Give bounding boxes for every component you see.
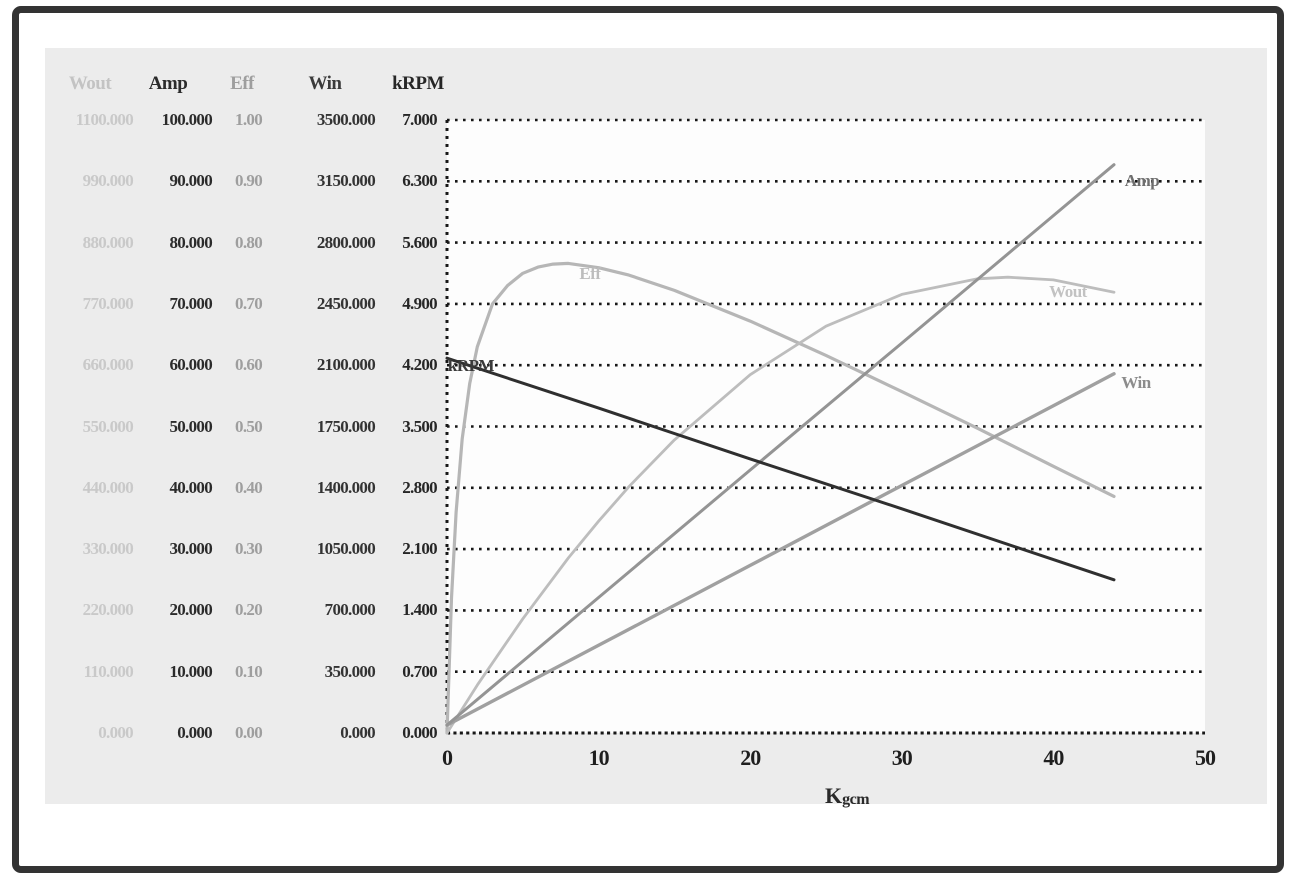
x-tick-label: 10: [588, 745, 610, 770]
axis-value-win: 3500.000: [316, 110, 376, 129]
curve-win: [445, 372, 1116, 727]
axis-value-krpm: 6.300: [402, 171, 437, 191]
curve-label-eff: Eff: [579, 264, 601, 283]
axis-value-win: 2100.000: [316, 355, 376, 375]
axis-value-win: 3150.000: [316, 171, 376, 191]
axis-value-eff: 0.10: [235, 661, 263, 681]
axis-value-amp: 50.000: [169, 416, 212, 436]
axis-value-eff: 0.40: [235, 477, 263, 497]
x-tick-label: 20: [740, 745, 761, 770]
axis-value-krpm: 0.000: [402, 723, 437, 742]
x-axis-title-main: K: [824, 783, 843, 808]
curve-amp: [445, 163, 1116, 727]
curve-label-amp: Amp: [1124, 171, 1160, 190]
axis-value-win: 1050.000: [316, 539, 376, 559]
axis-value-amp: 70.000: [169, 293, 212, 313]
axis-value-wout: 1100.000: [75, 110, 134, 129]
axis-value-win: 1750.000: [316, 416, 376, 436]
curve-eff: [445, 261, 1116, 735]
axis-value-krpm: 2.100: [402, 539, 437, 559]
axis-value-eff: 0.20: [235, 600, 263, 620]
x-tick-label: 40: [1043, 745, 1064, 770]
axis-value-wout: 220.000: [82, 600, 134, 620]
x-tick-label: 0: [442, 745, 453, 770]
axis-value-win: 0.000: [340, 723, 375, 742]
axis-value-krpm: 4.900: [402, 293, 437, 313]
axis-value-wout: 0.000: [98, 723, 133, 742]
x-axis-title: Kgcm: [792, 783, 902, 811]
plot-area: Eff Wout Win Amp kRPM: [445, 118, 1205, 735]
axis-value-amp: 90.000: [169, 171, 212, 191]
axis-value-wout: 330.000: [82, 539, 134, 559]
axis-value-krpm: 4.200: [402, 355, 437, 375]
axis-value-wout: 440.000: [82, 477, 134, 497]
axis-value-amp: 0.000: [177, 723, 212, 742]
axis-value-win: 2800.000: [316, 232, 376, 252]
axis-value-wout: 770.000: [82, 293, 134, 313]
curve-label-krpm: kRPM: [447, 356, 495, 375]
x-tick-label: 30: [891, 745, 913, 770]
axis-value-wout: 880.000: [82, 232, 134, 252]
axis-value-wout: 660.000: [82, 355, 134, 375]
column-header-amp: Amp: [148, 73, 188, 94]
column-header-win: Win: [308, 73, 342, 94]
axis-value-win: 2450.000: [316, 293, 376, 313]
curve-wout: [445, 275, 1116, 735]
x-axis-title-sub: gcm: [842, 791, 870, 808]
axis-value-amp: 60.000: [169, 355, 212, 375]
curve-krpm: [445, 356, 1116, 582]
axis-value-wout: 550.000: [82, 416, 134, 436]
curve-label-wout: Wout: [1049, 282, 1087, 301]
axis-value-eff: 0.30: [235, 539, 263, 559]
chart-panel: Wout 1100.000 990.000 880.000 770.000 660.000…: [45, 48, 1267, 808]
axis-value-amp: 10.000: [169, 661, 212, 681]
column-header-krpm: kRPM: [392, 73, 444, 94]
axis-value-krpm: 2.800: [402, 477, 437, 497]
axis-value-win: 350.000: [324, 661, 376, 681]
axis-value-wout: 990.000: [82, 171, 134, 191]
axis-value-krpm: 1.400: [402, 600, 437, 620]
axis-value-win: 700.000: [324, 600, 376, 620]
column-header-eff: Eff: [230, 73, 254, 94]
axis-value-wout: 110.000: [83, 661, 134, 681]
axis-value-amp: 30.000: [169, 539, 212, 559]
axis-value-eff: 0.60: [235, 355, 263, 375]
axis-value-krpm: 3.500: [402, 416, 437, 436]
axis-value-eff: 0.80: [235, 232, 263, 252]
axis-value-eff: 0.90: [235, 171, 263, 191]
axis-value-krpm: 0.700: [402, 661, 437, 681]
axis-value-amp: 80.000: [169, 232, 212, 252]
curve-label-win: Win: [1121, 373, 1151, 392]
axis-value-krpm: 7.000: [402, 110, 437, 129]
axis-value-amp: 20.000: [169, 600, 212, 620]
chart-grid-and-curves: [445, 118, 1205, 735]
axis-value-krpm: 5.600: [402, 232, 437, 252]
axis-value-win: 1400.000: [316, 477, 376, 497]
axis-value-eff: 1.00: [235, 110, 263, 129]
axis-value-eff: 0.00: [235, 723, 263, 742]
column-header-wout: Wout: [68, 73, 112, 94]
axis-value-amp: 40.000: [169, 477, 212, 497]
axis-value-eff: 0.50: [235, 416, 263, 436]
axis-value-amp: 100.000: [161, 110, 213, 129]
axis-value-eff: 0.70: [235, 293, 263, 313]
x-tick-label: 50: [1195, 745, 1216, 770]
